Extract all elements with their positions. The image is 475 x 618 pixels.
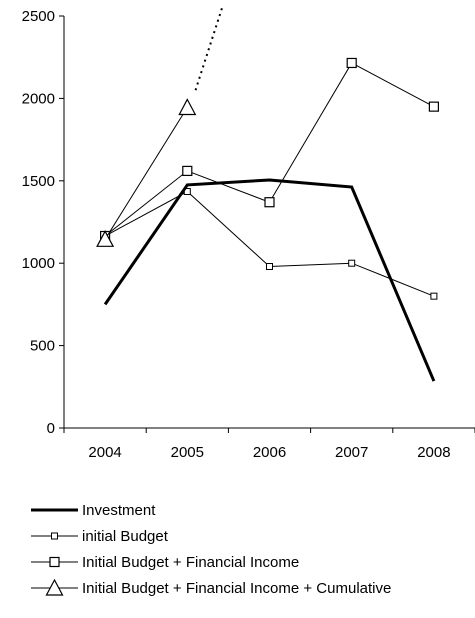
series-dotted-continuation (194, 5, 224, 91)
series-initial-budget-financial-income-cumulative (96, 5, 224, 247)
series-line (104, 62, 435, 237)
data-point-small-square (348, 259, 356, 267)
chart-axes: 0 500 1000 1500 2000 2500 2004 2005 2006 2007 2008 (22, 8, 475, 461)
legend-item: Initial Budget + Financial Income + Cumu… (31, 578, 391, 597)
data-point-square (182, 165, 193, 177)
x-tick-label: 2007 (335, 444, 368, 461)
data-point-square (428, 101, 439, 112)
legend-item: Investment (31, 502, 156, 519)
chart-series (96, 5, 439, 382)
legend-item: initial Budget (31, 528, 169, 545)
chart-legend: Investment initial Budget Initial Budget +… (31, 502, 391, 597)
data-point-small-square (430, 292, 438, 300)
data-point-square (49, 556, 60, 568)
y-tick-label: 0 (47, 420, 55, 437)
x-tick-label: 2005 (171, 444, 204, 461)
y-tick-label: 1000 (22, 255, 55, 272)
data-point-triangle (178, 98, 197, 116)
data-point-small-square (266, 262, 273, 270)
y-tick-label: 2000 (22, 90, 55, 107)
legend-item: Initial Budget + Financial Income (31, 554, 299, 571)
series-investment (103, 178, 436, 382)
series-line (103, 178, 436, 382)
series-initial-budget-financial-income (99, 57, 439, 242)
y-tick-label: 1500 (22, 173, 55, 190)
data-point-square (346, 57, 357, 69)
legend-label: Initial Budget + Financial Income (82, 554, 299, 571)
y-tick-label: 500 (30, 338, 55, 355)
data-point-square (264, 197, 275, 208)
data-point-small-square (51, 532, 58, 540)
data-point-triangle (45, 578, 64, 596)
x-tick-label: 2008 (417, 444, 450, 461)
x-tick-label: 2004 (88, 444, 121, 461)
legend-label: Initial Budget + Financial Income + Cumu… (82, 580, 391, 597)
legend-label: initial Budget (82, 528, 169, 545)
x-tick-label: 2006 (253, 444, 286, 461)
legend-label: Investment (82, 502, 156, 519)
y-tick-label: 2500 (22, 8, 55, 25)
series-line (104, 107, 188, 240)
data-point-triangle (96, 230, 115, 247)
